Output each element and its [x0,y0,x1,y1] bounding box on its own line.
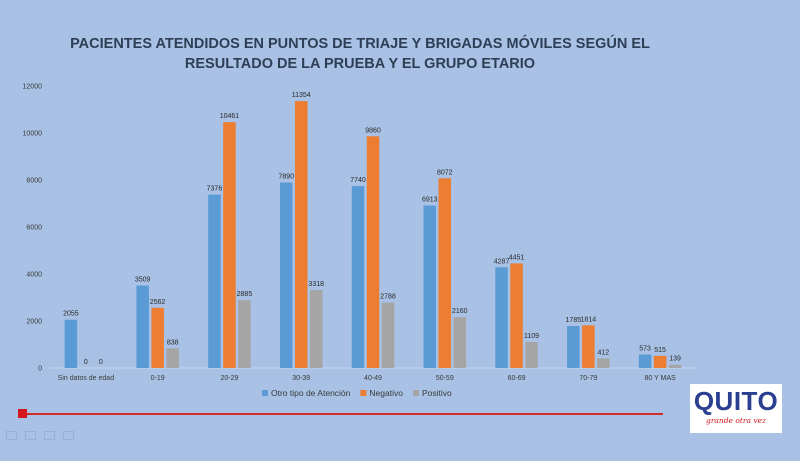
legend-entry: Negativo [369,388,403,398]
data-label: 2885 [237,291,253,298]
data-label: 2160 [452,308,468,315]
data-label: 8072 [437,169,453,176]
progress-line [20,413,663,415]
data-label: 3509 [135,277,151,284]
x-tick-label: 50-59 [436,375,454,382]
x-tick-label: 30-39 [292,375,310,382]
bar [309,290,323,368]
data-label: 1785 [566,317,582,324]
bar [381,302,395,368]
bar [279,182,293,368]
bar [582,325,595,368]
bar [597,358,610,368]
bar [423,205,437,368]
logo-tagline: grande otra vez [706,416,766,425]
data-label: 9860 [365,127,381,134]
y-tick-label: 12000 [23,84,43,91]
bar [166,348,179,368]
chart-title: PACIENTES ATENDIDOS EN PUNTOS DE TRIAJE … [70,36,650,72]
y-tick-label: 10000 [23,131,43,138]
data-label: 412 [597,349,609,356]
bar [438,178,452,368]
bar [366,136,380,368]
bar [567,326,580,368]
data-label: 1109 [524,333,539,340]
y-tick-label: 0 [38,366,42,373]
logo-text: QUITO [693,386,779,416]
data-label: 0 [99,359,103,366]
x-tick-label: 40-49 [364,375,382,382]
bar [64,319,78,368]
legend-swatch [412,390,419,396]
bar [668,364,682,368]
bar [653,355,667,368]
data-label: 7740 [350,177,366,184]
data-label: 1814 [581,316,597,323]
bar [151,307,164,368]
quito-logo: QUITO grande otra vez [690,384,782,433]
data-label: 11354 [292,92,311,99]
bar [136,285,149,368]
y-tick-label: 4000 [26,272,42,279]
screen-icon[interactable] [44,431,55,440]
y-tick-label: 2000 [26,319,42,326]
progress-marker [18,409,27,418]
pen-icon[interactable] [25,431,36,440]
menu-icon[interactable] [63,431,74,440]
x-tick-label: 70-79 [579,375,597,382]
x-tick-label: 20-29 [220,375,238,382]
data-label: 515 [654,347,666,354]
data-label: 573 [639,346,651,353]
data-label: 3318 [308,281,324,288]
legend-entry: Otro tipo de Atención [271,388,351,398]
data-label: 2562 [150,299,166,306]
data-label: 4287 [494,258,510,265]
bar [223,122,236,368]
data-label: 10461 [220,113,240,120]
data-label: 7376 [207,186,223,193]
data-label: 838 [167,339,179,346]
data-label: 0 [84,359,88,366]
bar [453,317,467,368]
x-tick-label: 80 Y MAS [644,375,676,382]
x-tick-label: 60-69 [508,375,526,382]
bar [208,194,221,368]
legend-swatch [360,390,367,396]
legend-entry: Positivo [422,388,452,398]
pointer-icon[interactable] [6,431,17,440]
bar [525,341,538,368]
y-tick-label: 6000 [26,225,42,232]
bar [638,354,652,368]
slideshow-toolbar [6,431,74,440]
data-label: 2055 [63,311,79,318]
bar [510,263,523,368]
data-label: 4451 [509,254,525,261]
bar [294,101,308,368]
legend-swatch [262,390,268,396]
x-tick-label: Sin datos de edad [58,375,115,382]
bar [495,267,508,368]
data-label: 7890 [278,174,294,181]
y-tick-label: 8000 [26,178,42,185]
data-label: 139 [669,356,681,363]
x-tick-label: 0-19 [151,375,165,382]
data-label: 2788 [380,293,396,300]
data-label: 6913 [422,197,438,204]
bar [238,300,251,368]
bar [351,186,365,368]
